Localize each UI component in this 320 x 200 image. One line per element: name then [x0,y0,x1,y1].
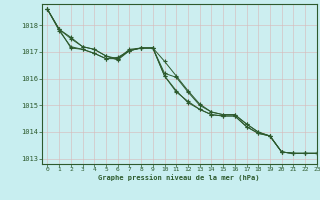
X-axis label: Graphe pression niveau de la mer (hPa): Graphe pression niveau de la mer (hPa) [99,174,260,181]
